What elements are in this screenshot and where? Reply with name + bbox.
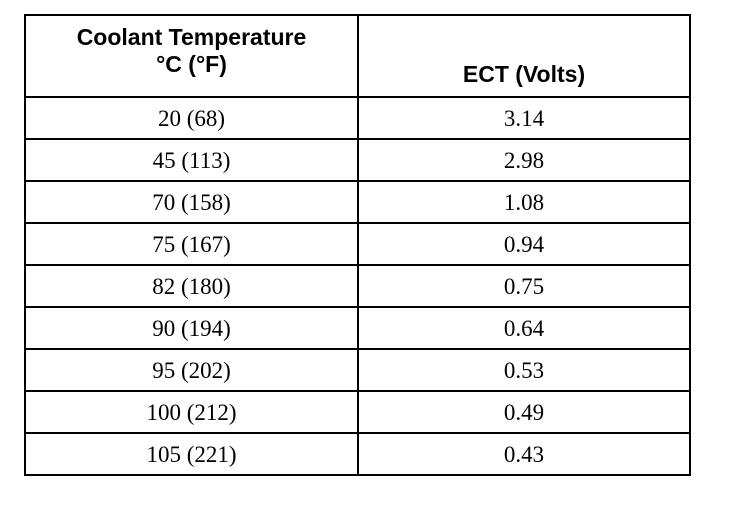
voltage-cell: 0.49 — [357, 390, 691, 434]
header-row: Coolant Temperature °C (°F) ECT (Volts) — [24, 14, 691, 98]
voltage-cell: 0.75 — [357, 264, 691, 308]
table-row: 20 (68) 3.14 — [24, 96, 691, 140]
header-ect-volts: ECT (Volts) — [357, 14, 691, 98]
temperature-cell: 70 (158) — [24, 180, 359, 224]
temperature-cell: 75 (167) — [24, 222, 359, 266]
voltage-cell: 3.14 — [357, 96, 691, 140]
header-coolant-temperature: Coolant Temperature °C (°F) — [24, 14, 359, 98]
table-row: 75 (167) 0.94 — [24, 222, 691, 266]
table-row: 105 (221) 0.43 — [24, 432, 691, 476]
table-row: 45 (113) 2.98 — [24, 138, 691, 182]
ect-voltage-table: Coolant Temperature °C (°F) ECT (Volts) … — [24, 14, 691, 476]
voltage-cell: 1.08 — [357, 180, 691, 224]
temperature-cell: 100 (212) — [24, 390, 359, 434]
temperature-cell: 20 (68) — [24, 96, 359, 140]
table-row: 90 (194) 0.64 — [24, 306, 691, 350]
temperature-cell: 90 (194) — [24, 306, 359, 350]
table-row: 70 (158) 1.08 — [24, 180, 691, 224]
table-row: 95 (202) 0.53 — [24, 348, 691, 392]
voltage-cell: 2.98 — [357, 138, 691, 182]
voltage-cell: 0.64 — [357, 306, 691, 350]
table-body: 20 (68) 3.14 45 (113) 2.98 70 (158) 1.08… — [24, 96, 691, 476]
voltage-cell: 0.43 — [357, 432, 691, 476]
voltage-cell: 0.94 — [357, 222, 691, 266]
temperature-cell: 82 (180) — [24, 264, 359, 308]
temperature-cell: 95 (202) — [24, 348, 359, 392]
temperature-cell: 45 (113) — [24, 138, 359, 182]
table-row: 82 (180) 0.75 — [24, 264, 691, 308]
table-header: Coolant Temperature °C (°F) ECT (Volts) — [24, 14, 691, 98]
temperature-cell: 105 (221) — [24, 432, 359, 476]
header-coolant-temperature-title: Coolant Temperature — [76, 24, 307, 50]
table-row: 100 (212) 0.49 — [24, 390, 691, 434]
voltage-cell: 0.53 — [357, 348, 691, 392]
header-coolant-temperature-units: °C (°F) — [156, 51, 227, 77]
